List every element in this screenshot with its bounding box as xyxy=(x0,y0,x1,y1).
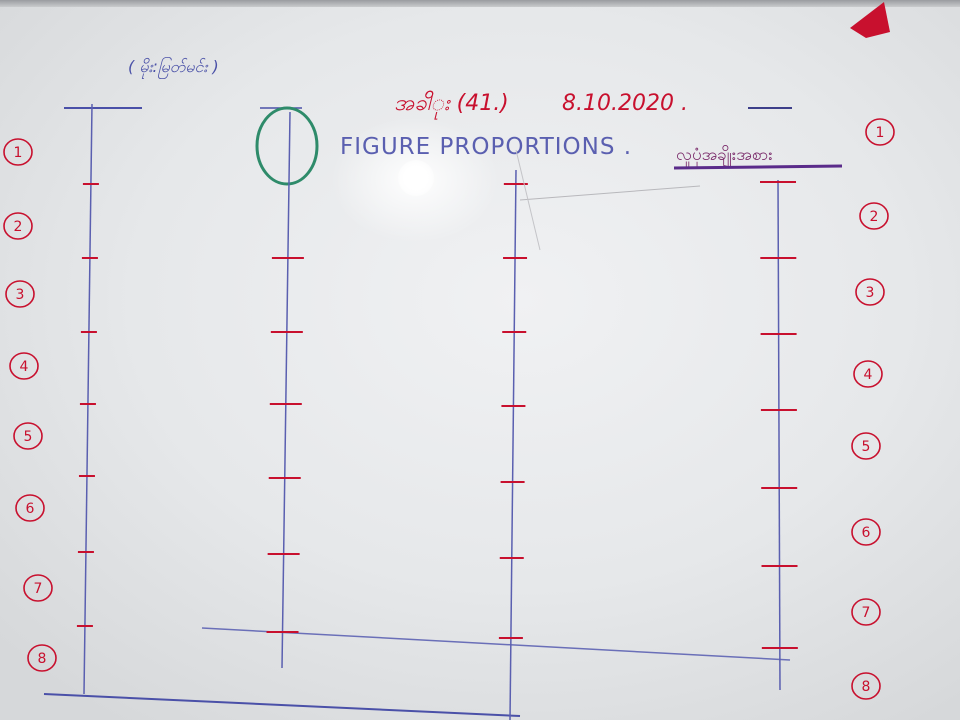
number-label: 1 xyxy=(14,145,23,161)
figure-4-vertical-line xyxy=(777,179,781,691)
number-label: 7 xyxy=(34,581,43,597)
number-label: 3 xyxy=(866,285,875,301)
number-circle xyxy=(3,212,33,240)
left-number-5: 5 xyxy=(13,422,43,450)
whiteboard-frame xyxy=(0,0,960,7)
board-scratch xyxy=(519,185,701,201)
heading-en-text: FIGURE PROPORTIONS . xyxy=(340,134,632,160)
number-label: 3 xyxy=(16,287,25,303)
left-number-3: 3 xyxy=(5,280,35,308)
number-label: 2 xyxy=(870,209,879,225)
number-circle xyxy=(23,574,53,602)
figure-3-vertical-line xyxy=(509,169,517,720)
number-circle xyxy=(851,598,881,626)
baseline-right xyxy=(201,627,791,661)
number-circle xyxy=(851,432,881,460)
number-label: 8 xyxy=(38,651,47,667)
heading-my-underline xyxy=(673,164,843,170)
right-number-4: 4 xyxy=(853,360,883,388)
head-circle xyxy=(255,106,319,186)
left-number-7: 7 xyxy=(23,574,53,602)
number-circle xyxy=(9,352,39,380)
number-label: 4 xyxy=(20,359,29,375)
number-label: 7 xyxy=(862,605,871,621)
number-circle xyxy=(851,672,881,700)
date-text: 8.10.2020 . xyxy=(562,91,688,116)
number-label: 6 xyxy=(862,525,871,541)
division-numbers: 1 2 3 4 5 6 7 8 1 2 3 4 5 6 7 8 xyxy=(3,118,895,700)
side-note-text: ( မိုး:မြတ်မင်း ) xyxy=(128,57,219,80)
number-circle xyxy=(5,280,35,308)
right-number-7: 7 xyxy=(851,598,881,626)
left-number-8: 8 xyxy=(27,644,57,672)
figure-1-vertical-line xyxy=(83,103,93,695)
number-circle xyxy=(853,360,883,388)
right-number-8: 8 xyxy=(851,672,881,700)
baseline-left xyxy=(43,693,521,717)
number-label: 6 xyxy=(26,501,35,517)
number-circle xyxy=(865,118,895,146)
board-scratch xyxy=(515,149,541,251)
number-label: 2 xyxy=(14,219,23,235)
left-number-2: 2 xyxy=(3,212,33,240)
number-circle xyxy=(851,518,881,546)
light-glare xyxy=(398,160,434,196)
number-circle xyxy=(3,138,33,166)
number-label: 5 xyxy=(862,439,871,455)
number-label: 4 xyxy=(864,367,873,383)
right-number-6: 6 xyxy=(851,518,881,546)
number-circle xyxy=(15,494,45,522)
left-number-4: 4 xyxy=(9,352,39,380)
number-circle xyxy=(27,644,57,672)
number-label: 8 xyxy=(862,679,871,695)
number-label: 5 xyxy=(24,429,33,445)
corner-magnet xyxy=(850,2,890,38)
figure-proportion-guides xyxy=(76,103,798,720)
number-circle xyxy=(13,422,43,450)
right-number-2: 2 xyxy=(859,202,889,230)
figure-2-vertical-line xyxy=(281,111,291,669)
number-label: 1 xyxy=(876,125,885,141)
left-number-6: 6 xyxy=(15,494,45,522)
lesson-title-text: အခါိုး (41.) xyxy=(394,90,509,120)
heading-my-text: လူပုံအချိုးအစား xyxy=(676,145,773,168)
right-number-3: 3 xyxy=(855,278,885,306)
left-number-1: 1 xyxy=(3,138,33,166)
number-circle xyxy=(859,202,889,230)
number-circle xyxy=(855,278,885,306)
right-number-1: 1 xyxy=(865,118,895,146)
right-number-5: 5 xyxy=(851,432,881,460)
